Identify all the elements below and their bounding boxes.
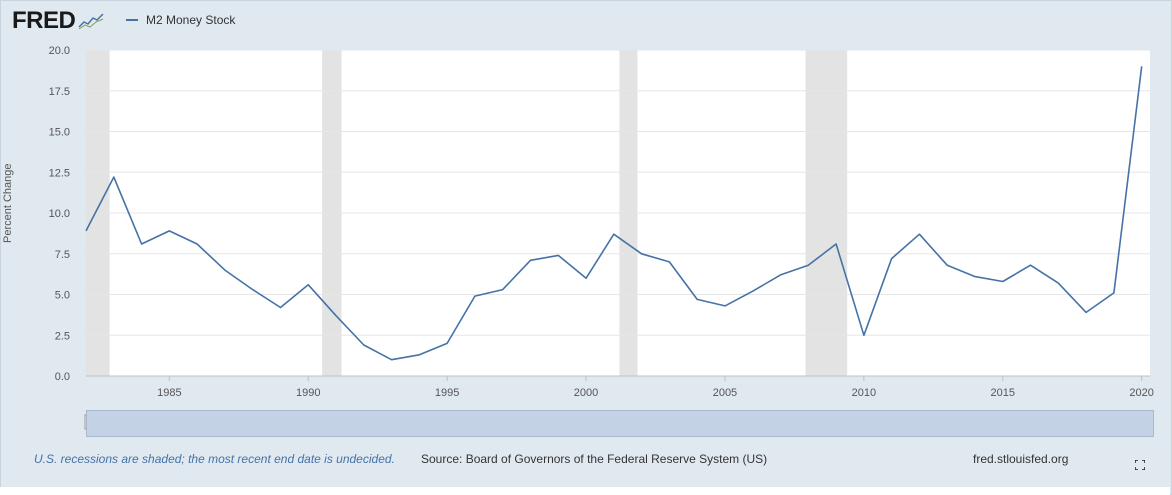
y-tick-label: 17.5 (49, 86, 70, 98)
data-point[interactable] (222, 268, 227, 273)
fred-logo[interactable]: FRED (12, 7, 76, 34)
data-point[interactable] (500, 287, 505, 292)
x-tick-label: 2010 (852, 387, 876, 399)
x-tick-label: 2005 (713, 387, 737, 399)
y-tick-label: 15.0 (49, 127, 70, 139)
data-point[interactable] (1028, 263, 1033, 268)
data-point[interactable] (306, 282, 311, 287)
legend-swatch (126, 19, 138, 21)
data-point[interactable] (667, 259, 672, 264)
range-navigator[interactable] (86, 410, 1154, 437)
data-point[interactable] (584, 276, 589, 281)
data-point[interactable] (972, 274, 977, 279)
data-point[interactable] (639, 251, 644, 256)
data-point[interactable] (806, 263, 811, 268)
data-point[interactable] (278, 305, 283, 310)
y-tick-label: 5.0 (55, 290, 70, 302)
x-tick-label: 2000 (574, 387, 598, 399)
data-point[interactable] (167, 228, 172, 233)
data-point[interactable] (334, 313, 339, 318)
source-text: Source: Board of Governors of the Federa… (421, 452, 768, 466)
chart-legend[interactable]: M2 Money Stock (126, 13, 235, 27)
x-tick-label: 2020 (1129, 387, 1153, 399)
bottom-strip (0, 487, 1170, 495)
data-point[interactable] (1111, 290, 1116, 295)
data-point[interactable] (695, 297, 700, 302)
y-tick-label: 0.0 (55, 371, 70, 383)
data-point[interactable] (445, 341, 450, 346)
y-tick-label: 10.0 (49, 208, 70, 220)
x-tick-label: 1990 (296, 387, 320, 399)
data-point[interactable] (389, 357, 394, 362)
data-point[interactable] (722, 303, 727, 308)
data-point[interactable] (111, 175, 116, 180)
site-link[interactable]: fred.stlouisfed.org (973, 452, 1069, 466)
data-point[interactable] (861, 333, 866, 338)
data-point[interactable] (778, 272, 783, 277)
data-point[interactable] (611, 232, 616, 237)
x-tick-label: 1985 (157, 387, 181, 399)
data-point[interactable] (472, 294, 477, 299)
data-point[interactable] (528, 258, 533, 263)
y-tick-label: 7.5 (55, 249, 70, 261)
y-tick-label: 20.0 (49, 45, 70, 57)
data-point[interactable] (1139, 64, 1144, 69)
y-tick-label: 12.5 (49, 167, 70, 179)
data-point[interactable] (556, 253, 561, 258)
data-point[interactable] (834, 241, 839, 246)
recession-note: U.S. recessions are shaded; the most rec… (34, 452, 395, 466)
legend-label: M2 Money Stock (146, 13, 236, 27)
fullscreen-icon[interactable] (1135, 460, 1145, 470)
series-line[interactable] (85, 66, 1143, 361)
data-point[interactable] (945, 263, 950, 268)
data-point[interactable] (889, 256, 894, 261)
data-point[interactable] (417, 352, 422, 357)
data-point[interactable] (195, 241, 200, 246)
trend-line-icon (77, 12, 106, 30)
data-point[interactable] (917, 232, 922, 237)
data-point[interactable] (1000, 279, 1005, 284)
data-point[interactable] (361, 343, 366, 348)
header: FRED (12, 7, 106, 34)
data-point[interactable] (750, 289, 755, 294)
x-tick-label: 1995 (435, 387, 459, 399)
data-point[interactable] (139, 241, 144, 246)
data-point[interactable] (84, 228, 89, 233)
data-point[interactable] (1056, 281, 1061, 286)
data-point[interactable] (250, 287, 255, 292)
x-tick-label: 2015 (991, 387, 1015, 399)
y-tick-label: 2.5 (55, 330, 70, 342)
data-point[interactable] (1084, 310, 1089, 315)
